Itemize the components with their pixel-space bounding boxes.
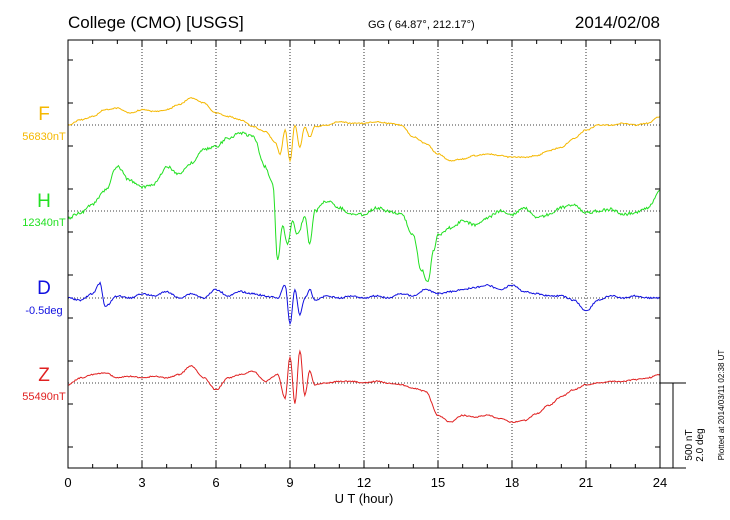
baseline-label-d: -0.5deg <box>25 305 62 317</box>
x-tick-label: 24 <box>653 475 667 490</box>
series-line-d <box>67 281 661 326</box>
series-name-z: Z <box>38 365 50 386</box>
baseline-label-f: 56830nT <box>22 131 66 143</box>
plot-date: 2014/02/08 <box>575 13 660 32</box>
series-name-h: H <box>37 191 51 212</box>
x-tick-label: 21 <box>579 475 593 490</box>
series-line-z <box>67 349 661 424</box>
series-labels: F 56830nT H 12340nT D -0.5deg Z 55490nT <box>22 104 66 403</box>
series-name-f: F <box>38 104 50 125</box>
scale-bar: 500 nT 2.0 deg <box>660 382 706 469</box>
series-lines <box>67 97 661 424</box>
series-line-f <box>67 97 661 163</box>
baseline-label-z: 55490nT <box>22 391 66 403</box>
x-axis: 0 3 6 9 12 15 18 21 24 <box>64 40 667 490</box>
scale-bar-deg-label: 2.0 deg <box>695 428 706 461</box>
x-tick-label: 3 <box>138 475 145 490</box>
scale-bar-nt-label: 500 nT <box>684 429 695 460</box>
plotted-at-label: Plotted at 2014/03/11 02:38 UT <box>717 350 726 461</box>
x-tick-label: 12 <box>357 475 371 490</box>
x-axis-label: U T (hour) <box>335 491 394 506</box>
x-tick-label: 18 <box>505 475 519 490</box>
x-tick-label: 15 <box>431 475 445 490</box>
grid-lines <box>141 40 587 468</box>
x-tick-label: 6 <box>212 475 219 490</box>
series-name-d: D <box>37 278 51 299</box>
station-title: College (CMO) [USGS] <box>68 13 244 32</box>
x-tick-label: 9 <box>286 475 293 490</box>
station-coordinates: GG ( 64.87°, 212.17°) <box>368 19 475 31</box>
series-line-h <box>67 131 660 283</box>
baseline-label-h: 12340nT <box>22 217 66 229</box>
x-tick-label: 0 <box>64 475 71 490</box>
